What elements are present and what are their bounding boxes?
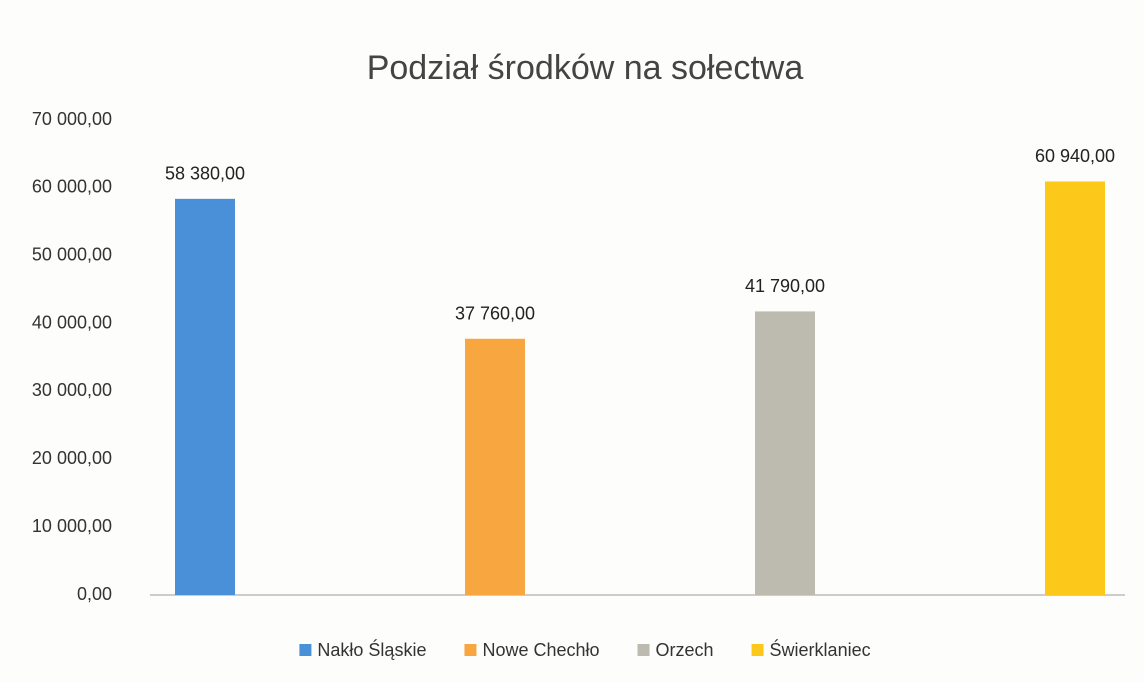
legend-swatch xyxy=(464,644,477,656)
legend-swatch xyxy=(751,644,764,656)
legend-swatch xyxy=(299,644,312,656)
legend-label: Nakło Śląskie xyxy=(317,639,426,660)
bar xyxy=(175,198,235,595)
bar xyxy=(755,311,815,595)
legend-label: Świerklaniec xyxy=(770,639,871,660)
data-label: 41 790,00 xyxy=(745,276,825,296)
legend-swatch xyxy=(637,644,650,656)
y-tick-label: 0,00 xyxy=(77,584,112,604)
legend-label: Orzech xyxy=(656,640,714,660)
bar xyxy=(1045,181,1105,595)
data-label: 37 760,00 xyxy=(455,304,535,324)
legend-label: Nowe Chechło xyxy=(482,640,599,660)
y-tick-label: 50 000,00 xyxy=(32,244,112,264)
y-tick-label: 20 000,00 xyxy=(32,448,112,468)
y-tick-label: 30 000,00 xyxy=(32,380,112,400)
y-tick-label: 10 000,00 xyxy=(32,516,112,536)
data-label: 58 380,00 xyxy=(165,164,245,184)
chart-title: Podział środków na sołectwa xyxy=(367,49,804,87)
y-tick-label: 70 000,00 xyxy=(32,109,112,129)
y-tick-label: 60 000,00 xyxy=(32,177,112,197)
y-tick-label: 40 000,00 xyxy=(32,312,112,332)
data-label: 60 940,00 xyxy=(1035,146,1115,166)
bar xyxy=(465,338,525,595)
